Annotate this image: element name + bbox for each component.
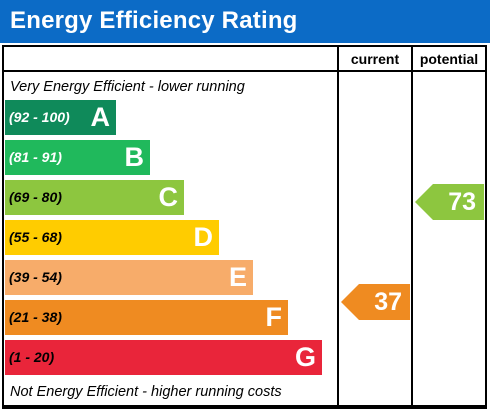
band-a-letter: A (90, 102, 111, 132)
current-arrow-shape (341, 284, 410, 320)
band-d-range: (55 - 68) (9, 229, 62, 245)
band-e-range: (39 - 54) (9, 269, 62, 285)
band-g-range: (1 - 20) (9, 349, 55, 365)
column-divider-current (337, 45, 339, 409)
band-b: (81 - 91) B (5, 140, 150, 175)
band-c: (69 - 80) C (5, 180, 184, 215)
band-a-range: (92 - 100) (9, 109, 70, 125)
band-d: (55 - 68) D (5, 220, 219, 255)
potential-rating-indicator: 73 (415, 184, 484, 220)
current-rating-indicator: 37 (341, 284, 410, 320)
band-f: (21 - 38) F (5, 300, 288, 335)
rating-table-frame (2, 45, 487, 409)
caption-very-efficient: Very Energy Efficient - lower running (10, 79, 245, 95)
column-divider-potential (411, 45, 413, 409)
page-title: Energy Efficiency Rating (10, 7, 298, 34)
band-a: (92 - 100) A (5, 100, 116, 135)
potential-rating-value: 73 (448, 188, 476, 216)
current-rating-value: 37 (374, 288, 402, 316)
band-e: (39 - 54) E (5, 260, 253, 295)
title-bar: Energy Efficiency Rating (0, 0, 490, 43)
band-g: (1 - 20) G (5, 340, 322, 375)
band-c-range: (69 - 80) (9, 189, 62, 205)
band-b-range: (81 - 91) (9, 149, 62, 165)
bottom-border (2, 405, 487, 407)
potential-arrow-shape (415, 184, 484, 220)
band-b-letter: B (124, 142, 145, 172)
caption-not-efficient: Not Energy Efficient - higher running co… (10, 384, 282, 400)
band-g-letter: G (294, 342, 316, 372)
band-f-letter: F (265, 302, 283, 332)
band-c-letter: C (158, 182, 179, 212)
band-d-letter: D (193, 222, 214, 252)
header-row-divider (2, 70, 487, 72)
column-header-current: current (350, 51, 400, 67)
band-e-letter: E (228, 262, 247, 292)
column-header-potential: potential (419, 51, 479, 67)
band-f-range: (21 - 38) (9, 309, 62, 325)
